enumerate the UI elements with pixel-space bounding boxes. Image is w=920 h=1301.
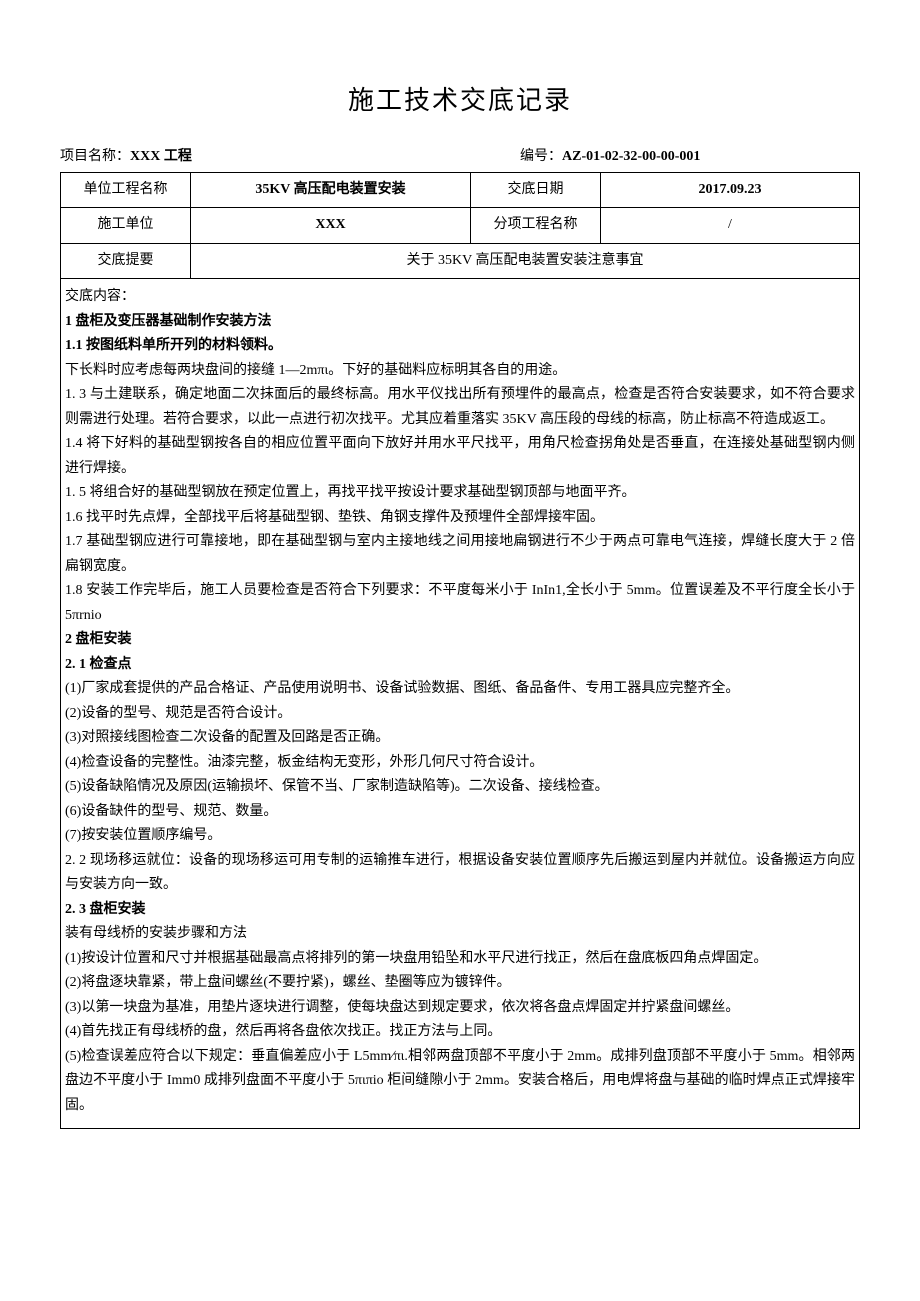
code-value: AZ-01-02-32-00-00-001: [562, 149, 700, 164]
meta-summary-text: 关于 35KV 高压配电装置安装注意事宜: [407, 253, 644, 268]
content-line: 下长料时应考虑每两块盘间的接缝 1—2mπι。下好的基础料应标明其各自的用途。: [65, 359, 855, 384]
meta-summary-label: 交底提要: [61, 243, 191, 278]
content-line: 1. 5 将组合好的基础型钢放在预定位置上，再找平找平按设计要求基础型钢顶部与地…: [65, 481, 855, 506]
content-line: (6)设备缺件的型号、规范、数量。: [65, 800, 855, 825]
content-line: (3)以第一块盘为基准，用垫片逐块进行调整，使每块盘达到规定要求，依次将各盘点焊…: [65, 996, 855, 1021]
code-label: 编号：: [520, 149, 562, 164]
content-line: (4)首先找正有母线桥的盘，然后再将各盘依次找正。找正方法与上同。: [65, 1020, 855, 1045]
content-line: 2 盘柜安装: [65, 628, 855, 653]
meta-table: 单位工程名称 35KV 高压配电装置安装 交底日期 2017.09.23 施工单…: [60, 172, 860, 279]
content-box: 交底内容： 1 盘柜及变压器基础制作安装方法 1.1 按图纸料单所开列的材料领料…: [60, 279, 860, 1129]
content-line: 1.6 找平时先点焊，全部找平后将基础型钢、垫铁、角钢支撑件及预埋件全部焊接牢固…: [65, 506, 855, 531]
content-line: (3)对照接线图检查二次设备的配置及回路是否正确。: [65, 726, 855, 751]
document-title: 施工技术交底记录: [60, 80, 860, 122]
table-row: 单位工程名称 35KV 高压配电装置安装 交底日期 2017.09.23: [61, 172, 860, 207]
meta-subproject-value: /: [601, 208, 860, 243]
content-line: 2. 2 现场移运就位：设备的现场移运可用专制的运输推车进行，根据设备安装位置顺…: [65, 849, 855, 898]
meta-date-label: 交底日期: [471, 172, 601, 207]
meta-construction-unit-value: XXX: [191, 208, 471, 243]
content-line: 装有母线桥的安装步骤和方法: [65, 922, 855, 947]
meta-construction-unit-label: 施工单位: [61, 208, 191, 243]
table-row: 交底提要 关于 35KV 高压配电装置安装注意事宜: [61, 243, 860, 278]
content-line: (2)将盘逐块靠紧，带上盘间螺丝(不要拧紧)，螺丝、垫圈等应为镀锌件。: [65, 971, 855, 996]
content-line: 1 盘柜及变压器基础制作安装方法: [65, 310, 855, 335]
meta-summary-value: 关于 35KV 高压配电装置安装注意事宜: [191, 243, 860, 278]
content-line: (4)检查设备的完整性。油漆完整，板金结构无变形，外形几何尺寸符合设计。: [65, 751, 855, 776]
content-line: 2. 3 盘柜安装: [65, 898, 855, 923]
meta-subproject-label: 分项工程名称: [471, 208, 601, 243]
project-name: XXX 工程: [130, 149, 192, 164]
content-line: (2)设备的型号、规范是否符合设计。: [65, 702, 855, 727]
content-line: 1.4 将下好料的基础型钢按各自的相应位置平面向下放好并用水平尺找平，用角尺检查…: [65, 432, 855, 481]
content-line: (1)按设计位置和尺寸并根据基础最高点将排列的第一块盘用铅坠和水平尺进行找正，然…: [65, 947, 855, 972]
content-line: (5)检查误差应符合以下规定：垂直偏差应小于 L5mm∕πι.相邻两盘顶部不平度…: [65, 1045, 855, 1119]
content-line: 1.1 按图纸料单所开列的材料领料。: [65, 334, 855, 359]
content-line: (1)厂家成套提供的产品合格证、产品使用说明书、设备试验数据、图纸、备品备件、专…: [65, 677, 855, 702]
code-field: 编号：AZ-01-02-32-00-00-001: [400, 146, 860, 168]
content-heading: 交底内容：: [65, 285, 855, 310]
content-line: 2. 1 检查点: [65, 653, 855, 678]
meta-unit-project-label: 单位工程名称: [61, 172, 191, 207]
content-line: 1.7 基础型钢应进行可靠接地，即在基础型钢与室内主接地线之间用接地扁钢进行不少…: [65, 530, 855, 579]
content-line: (5)设备缺陷情况及原因(运输损坏、保管不当、厂家制造缺陷等)。二次设备、接线检…: [65, 775, 855, 800]
header-row: 项目名称：XXX 工程 编号：AZ-01-02-32-00-00-001: [60, 146, 860, 168]
meta-unit-project-value: 35KV 高压配电装置安装: [191, 172, 471, 207]
content-line: 1.8 安装工作完毕后，施工人员要检查是否符合下列要求：不平度每米小于 InIn…: [65, 579, 855, 628]
project-name-field: 项目名称：XXX 工程: [60, 146, 400, 168]
table-row: 施工单位 XXX 分项工程名称 /: [61, 208, 860, 243]
project-label: 项目名称：: [60, 149, 130, 164]
meta-date-value: 2017.09.23: [601, 172, 860, 207]
content-line: (7)按安装位置顺序编号。: [65, 824, 855, 849]
content-line: 1. 3 与土建联系，确定地面二次抹面后的最终标高。用水平仪找出所有预埋件的最高…: [65, 383, 855, 432]
